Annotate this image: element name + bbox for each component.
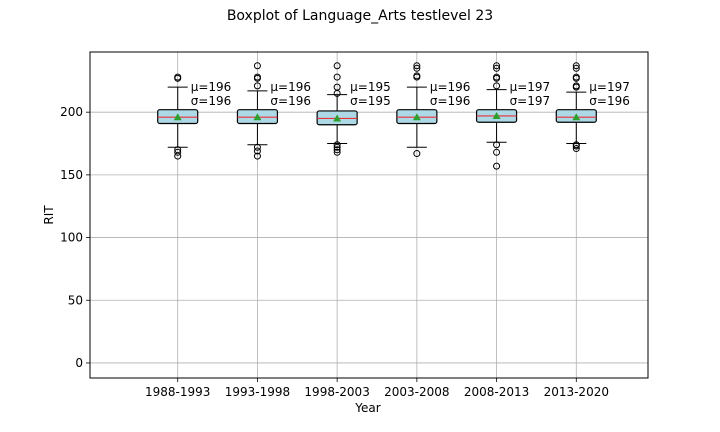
- mean-annotation: μ=197: [589, 80, 630, 94]
- sigma-annotation: σ=196: [270, 94, 311, 108]
- outlier-point: [333, 62, 341, 70]
- outlier-point: [333, 73, 341, 81]
- mean-marker: [412, 113, 421, 121]
- x-tick-label: 1998-2003: [304, 385, 369, 399]
- outlier-point: [413, 150, 421, 158]
- sigma-annotation: σ=196: [589, 94, 630, 108]
- mean-marker: [572, 113, 581, 121]
- x-tick-label: 2008-2013: [464, 385, 529, 399]
- outlier-point: [493, 148, 501, 156]
- y-tick-label: 0: [75, 356, 83, 370]
- plot-frame: [89, 51, 649, 379]
- sigma-annotation: σ=196: [191, 94, 232, 108]
- outlier-point: [493, 62, 501, 70]
- mean-annotation: μ=197: [510, 80, 551, 94]
- x-tick-label: 1988-1993: [145, 385, 210, 399]
- y-tick-label: 200: [60, 105, 83, 119]
- x-tick-label: 2013-2020: [544, 385, 609, 399]
- outlier-point: [413, 64, 421, 72]
- y-tick-label: 100: [60, 231, 83, 245]
- outlier-point: [253, 82, 261, 90]
- x-tick-label: 1993-1998: [225, 385, 290, 399]
- outlier-point: [253, 62, 261, 70]
- mean-marker: [253, 113, 262, 121]
- outlier-point: [253, 152, 261, 160]
- mean-marker: [492, 111, 501, 119]
- outlier-point: [493, 82, 501, 90]
- x-axis-label: Year: [354, 401, 380, 415]
- outlier-point: [493, 73, 501, 81]
- outlier-point: [333, 148, 341, 156]
- chart-title: Boxplot of Language_Arts testlevel 23: [227, 8, 493, 24]
- outlier-point: [174, 148, 182, 156]
- outlier-point: [333, 83, 341, 91]
- outlier-point: [493, 64, 501, 72]
- outlier-point: [493, 162, 501, 170]
- outlier-point: [174, 152, 182, 160]
- outlier-point: [253, 73, 261, 81]
- outlier-point: [572, 62, 580, 70]
- sigma-annotation: σ=197: [510, 94, 551, 108]
- outlier-point: [413, 72, 421, 80]
- mean-marker: [173, 113, 182, 121]
- mean-annotation: μ=196: [270, 80, 311, 94]
- outlier-point: [572, 64, 580, 72]
- mean-marker: [333, 114, 342, 122]
- outlier-point: [493, 141, 501, 149]
- outlier-point: [572, 145, 580, 153]
- outlier-point: [572, 73, 580, 81]
- sigma-annotation: σ=195: [350, 94, 391, 108]
- mean-annotation: μ=196: [430, 80, 471, 94]
- outlier-point: [174, 73, 182, 81]
- mean-annotation: μ=195: [350, 80, 391, 94]
- sigma-annotation: σ=196: [430, 94, 471, 108]
- mean-annotation: μ=196: [191, 80, 232, 94]
- outlier-point: [253, 147, 261, 155]
- outlier-point: [333, 141, 341, 149]
- y-tick-label: 50: [68, 293, 83, 307]
- y-axis-label: RIT: [42, 205, 56, 225]
- axes: 0 50 100 150 200 1988-1993 1993-1998 1998-2003 2…: [60, 51, 649, 399]
- outlier-point: [572, 82, 580, 90]
- outlier-point: [333, 143, 341, 151]
- box-group: μ=196σ=196μ=196σ=196μ=195σ=195μ=196σ=196…: [157, 62, 630, 170]
- y-tick-label: 150: [60, 168, 83, 182]
- outlier-point: [333, 146, 341, 154]
- x-tick-label: 2003-2008: [384, 385, 449, 399]
- outlier-point: [253, 143, 261, 151]
- outlier-point: [413, 62, 421, 70]
- outlier-point: [572, 142, 580, 150]
